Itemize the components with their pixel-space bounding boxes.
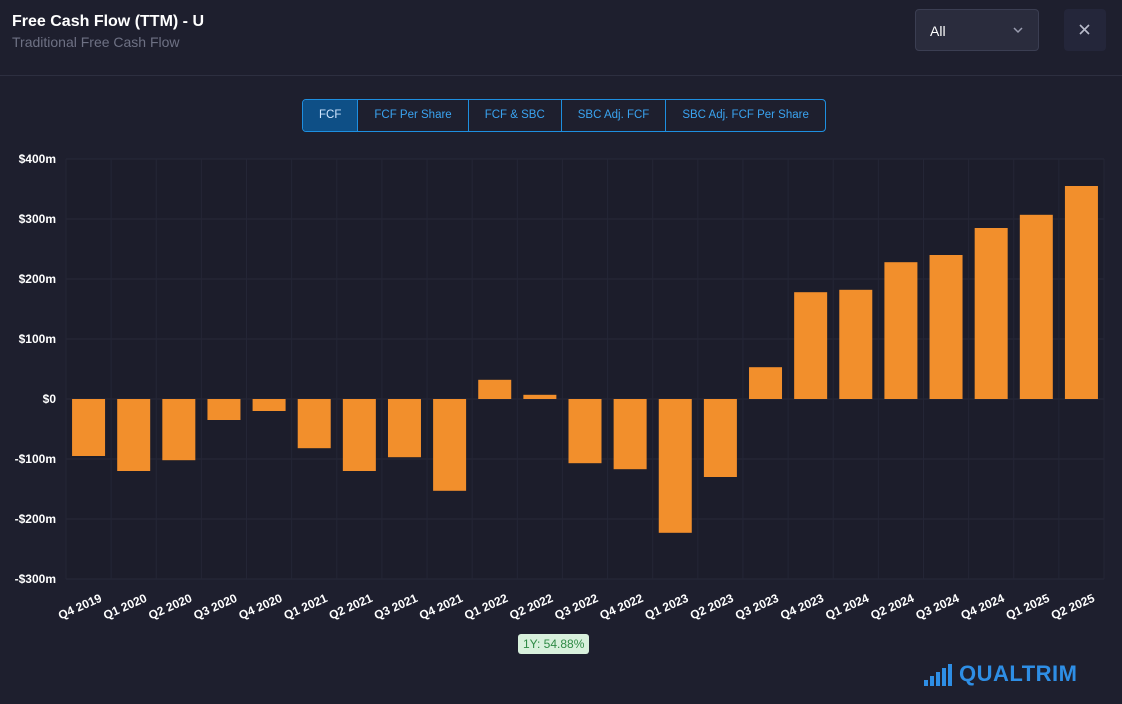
growth-badge: 1Y: 54.88%: [518, 634, 590, 654]
x-tick-label: Q3 2020: [191, 591, 239, 623]
bar-q3-2024[interactable]: [929, 255, 963, 399]
x-tick-label: Q1 2020: [101, 591, 149, 623]
x-tick-label: Q4 2022: [598, 591, 646, 623]
tab-fcf-and-sbc[interactable]: FCF & SBC: [469, 100, 562, 131]
bar-q2-2020[interactable]: [162, 399, 196, 461]
x-tick-label: Q4 2023: [778, 591, 826, 623]
bar-q1-2020[interactable]: [117, 399, 151, 471]
close-button[interactable]: [1064, 9, 1106, 51]
bar-q3-2022[interactable]: [568, 399, 602, 464]
x-tick-label: Q4 2020: [237, 591, 285, 623]
x-tick-label: Q1 2024: [823, 591, 871, 623]
chart-subtitle: Traditional Free Cash Flow: [12, 34, 180, 50]
bar-q1-2025[interactable]: [1019, 214, 1053, 399]
x-tick-label: Q4 2019: [56, 591, 104, 623]
x-tick-label: Q3 2021: [372, 591, 420, 623]
bar-q4-2023[interactable]: [794, 292, 828, 399]
bar-q4-2022[interactable]: [613, 399, 647, 470]
close-icon: [1079, 24, 1090, 35]
bar-q4-2019[interactable]: [72, 399, 106, 456]
x-tick-label: Q2 2021: [327, 591, 375, 623]
tab-sbc-adj-fcf[interactable]: SBC Adj. FCF: [562, 100, 667, 131]
x-tick-label: Q3 2024: [914, 591, 962, 623]
logo-text: QUALTRIM: [959, 661, 1078, 686]
x-tick-label: Q4 2024: [959, 591, 1007, 623]
bar-q1-2024[interactable]: [839, 289, 873, 399]
x-tick-label: Q3 2023: [733, 591, 781, 623]
chart-title: Free Cash Flow (TTM) - U: [12, 13, 204, 30]
bar-q3-2023[interactable]: [749, 367, 783, 399]
y-tick-label: $400m: [19, 152, 56, 166]
bar-q1-2021[interactable]: [297, 399, 331, 449]
bar-q4-2021[interactable]: [433, 399, 467, 491]
bar-q2-2021[interactable]: [342, 399, 376, 471]
x-tick-label: Q2 2022: [507, 591, 555, 623]
x-tick-label: Q1 2025: [1004, 591, 1052, 623]
x-tick-label: Q1 2022: [462, 591, 510, 623]
chart-header: Free Cash Flow (TTM) - U Traditional Fre…: [0, 0, 1122, 76]
y-tick-label: $300m: [19, 212, 56, 226]
y-tick-label: $100m: [19, 332, 56, 346]
bar-q1-2023[interactable]: [658, 399, 692, 533]
x-tick-label: Q4 2021: [417, 591, 465, 623]
tab-sbc-adj-fcf-per-share[interactable]: SBC Adj. FCF Per Share: [682, 109, 809, 121]
y-tick-label: $0: [43, 392, 57, 406]
x-tick-label: Q1 2021: [282, 591, 330, 623]
metric-tabs: FCF FCF Per Share FCF & SBC SBC Adj. FCF…: [302, 99, 826, 132]
bar-chart-icon: [924, 664, 952, 686]
y-tick-label: -$300m: [15, 572, 56, 586]
chevron-down-icon: [1012, 23, 1024, 41]
bar-q1-2022[interactable]: [478, 379, 512, 399]
bar-q2-2025[interactable]: [1064, 186, 1098, 399]
y-tick-label: -$100m: [15, 452, 56, 466]
x-tick-label: Q2 2023: [688, 591, 736, 623]
bar-q2-2024[interactable]: [884, 262, 918, 399]
y-tick-label: -$200m: [15, 512, 56, 526]
bar-q3-2021[interactable]: [387, 399, 421, 458]
tab-fcf-per-share[interactable]: FCF Per Share: [358, 100, 469, 131]
x-tick-label: Q2 2024: [868, 591, 916, 623]
x-tick-label: Q1 2023: [643, 591, 691, 623]
tab-fcf[interactable]: FCF: [303, 100, 359, 131]
bar-q2-2023[interactable]: [703, 399, 737, 477]
bar-q4-2024[interactable]: [974, 228, 1008, 399]
bar-q4-2020[interactable]: [252, 399, 286, 411]
y-tick-label: $200m: [19, 272, 56, 286]
x-tick-label: Q2 2020: [146, 591, 194, 623]
bar-q3-2020[interactable]: [207, 399, 241, 420]
period-select-value: All: [930, 23, 946, 39]
bar-q2-2022[interactable]: [523, 394, 557, 399]
fcf-bar-chart: $400m $300m $200m $100m $0 -$100m -$200m -$300m…: [15, 152, 1105, 623]
x-tick-label: Q2 2025: [1049, 591, 1097, 623]
period-select[interactable]: All: [915, 9, 1039, 51]
x-tick-label: Q3 2022: [552, 591, 600, 623]
